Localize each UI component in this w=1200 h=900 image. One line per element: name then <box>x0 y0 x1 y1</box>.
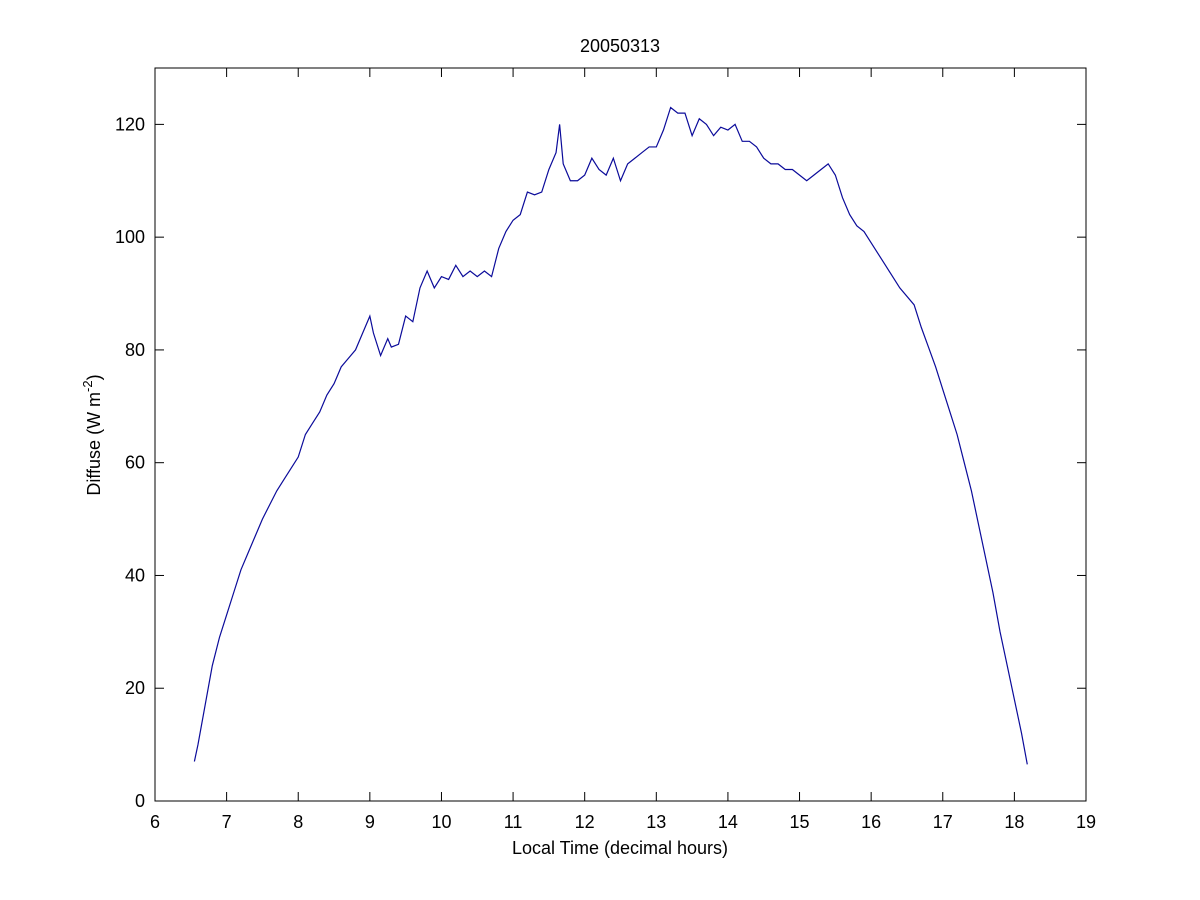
chart-title: 20050313 <box>580 36 660 56</box>
x-tick-label: 11 <box>504 812 523 832</box>
plot-frame <box>154 67 1087 802</box>
x-tick-label: 8 <box>293 812 303 832</box>
x-tick-label: 12 <box>575 812 595 832</box>
y-tick-label: 60 <box>125 453 145 473</box>
x-tick-label: 10 <box>431 812 451 832</box>
x-tick-label: 17 <box>933 812 953 832</box>
y-tick-label: 20 <box>125 678 145 698</box>
y-axis-label-main: Diffuse (W m <box>84 392 104 496</box>
x-tick-label: 16 <box>861 812 881 832</box>
y-tick-label: 40 <box>125 565 145 585</box>
y-tick-label: 0 <box>135 791 145 811</box>
x-tick-label: 18 <box>1004 812 1024 832</box>
y-axis-label-end: ) <box>84 374 104 380</box>
x-tick-label: 6 <box>150 812 160 832</box>
x-axis-label: Local Time (decimal hours) <box>512 838 728 858</box>
y-tick-label: 120 <box>115 114 145 134</box>
x-tick-label: 9 <box>365 812 375 832</box>
y-axis-label: Diffuse (W m-2) <box>80 374 104 495</box>
y-tick-label: 100 <box>115 227 145 247</box>
x-tick-label: 14 <box>718 812 738 832</box>
x-tick-label: 7 <box>222 812 232 832</box>
x-tick-label: 15 <box>790 812 810 832</box>
y-axis-label-sup: -2 <box>80 380 95 392</box>
x-tick-label: 13 <box>646 812 666 832</box>
y-tick-label: 80 <box>125 340 145 360</box>
x-tick-label: 19 <box>1076 812 1096 832</box>
data-line <box>193 106 1028 765</box>
